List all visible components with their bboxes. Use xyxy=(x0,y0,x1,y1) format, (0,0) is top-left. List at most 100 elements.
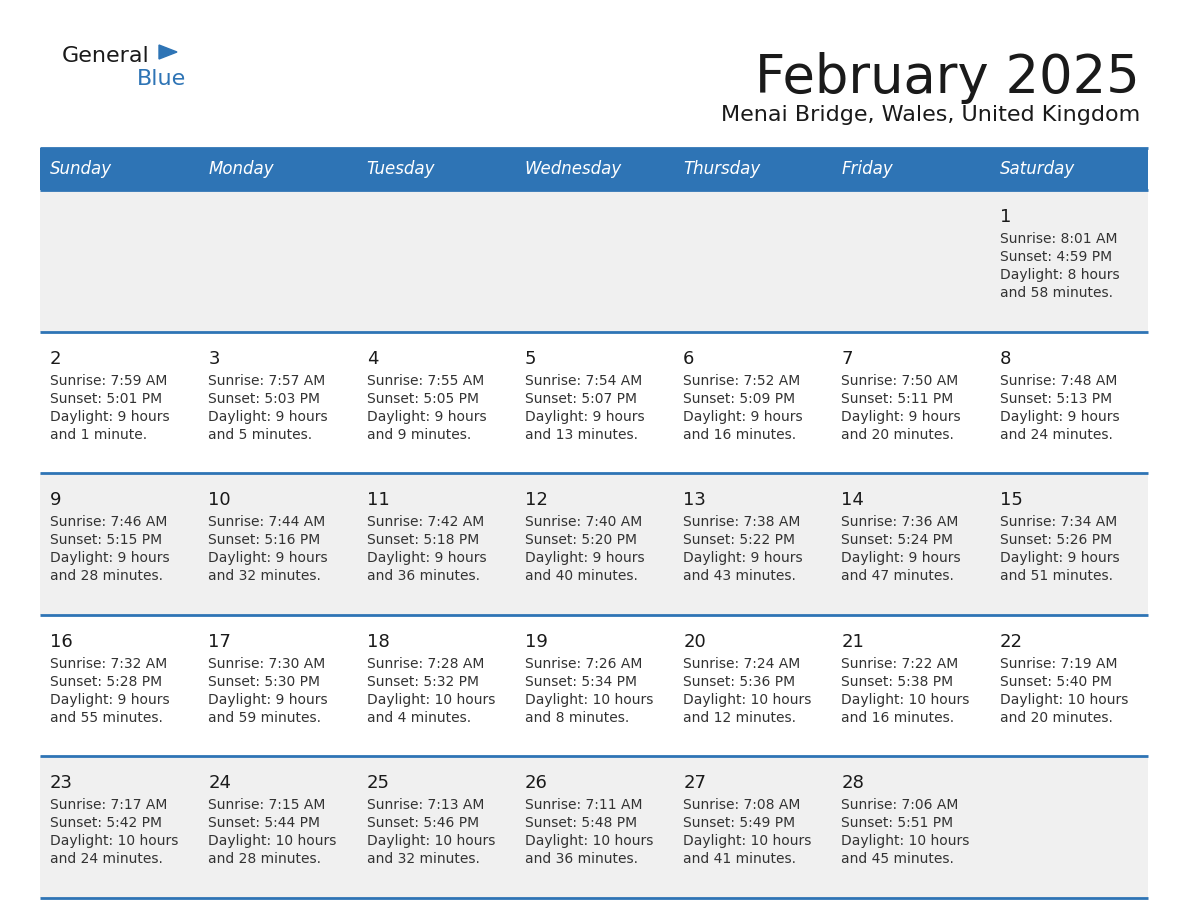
Bar xyxy=(514,756,674,898)
Text: Sunday: Sunday xyxy=(50,160,112,178)
Text: Sunset: 4:59 PM: Sunset: 4:59 PM xyxy=(1000,250,1112,264)
Text: Sunset: 5:46 PM: Sunset: 5:46 PM xyxy=(367,816,479,831)
Text: 18: 18 xyxy=(367,633,390,651)
Text: Daylight: 10 hours: Daylight: 10 hours xyxy=(525,834,653,848)
Text: Sunset: 5:44 PM: Sunset: 5:44 PM xyxy=(208,816,321,831)
Text: 25: 25 xyxy=(367,775,390,792)
Text: Daylight: 10 hours: Daylight: 10 hours xyxy=(683,834,811,848)
Bar xyxy=(198,615,356,756)
Text: Sunrise: 7:42 AM: Sunrise: 7:42 AM xyxy=(367,515,484,529)
Text: and 47 minutes.: and 47 minutes. xyxy=(841,569,954,583)
Text: Daylight: 9 hours: Daylight: 9 hours xyxy=(50,409,170,423)
Bar xyxy=(832,615,990,756)
Text: Daylight: 10 hours: Daylight: 10 hours xyxy=(367,834,495,848)
Bar xyxy=(40,190,198,331)
Text: 2: 2 xyxy=(50,350,62,367)
Text: and 8 minutes.: and 8 minutes. xyxy=(525,711,630,725)
Text: Sunrise: 7:52 AM: Sunrise: 7:52 AM xyxy=(683,374,801,387)
Text: Menai Bridge, Wales, United Kingdom: Menai Bridge, Wales, United Kingdom xyxy=(721,105,1140,125)
Text: Saturday: Saturday xyxy=(1000,160,1075,178)
Text: and 20 minutes.: and 20 minutes. xyxy=(841,428,954,442)
Text: Sunset: 5:40 PM: Sunset: 5:40 PM xyxy=(1000,675,1112,688)
Text: Daylight: 9 hours: Daylight: 9 hours xyxy=(367,409,486,423)
Text: Sunset: 5:15 PM: Sunset: 5:15 PM xyxy=(50,533,162,547)
Bar xyxy=(40,615,198,756)
Text: Sunrise: 7:13 AM: Sunrise: 7:13 AM xyxy=(367,799,484,812)
Bar xyxy=(674,331,832,473)
Text: Sunrise: 7:28 AM: Sunrise: 7:28 AM xyxy=(367,656,484,671)
Text: and 1 minute.: and 1 minute. xyxy=(50,428,147,442)
Bar xyxy=(990,473,1148,615)
Text: and 13 minutes.: and 13 minutes. xyxy=(525,428,638,442)
Bar xyxy=(990,148,1148,190)
Text: Daylight: 10 hours: Daylight: 10 hours xyxy=(841,834,969,848)
Text: Daylight: 9 hours: Daylight: 9 hours xyxy=(208,693,328,707)
Text: Daylight: 10 hours: Daylight: 10 hours xyxy=(50,834,178,848)
Bar xyxy=(832,473,990,615)
Bar xyxy=(40,331,198,473)
Text: and 36 minutes.: and 36 minutes. xyxy=(525,853,638,867)
Bar xyxy=(514,615,674,756)
Text: and 58 minutes.: and 58 minutes. xyxy=(1000,286,1113,300)
Text: Daylight: 9 hours: Daylight: 9 hours xyxy=(50,551,170,565)
Text: Sunrise: 7:30 AM: Sunrise: 7:30 AM xyxy=(208,656,326,671)
Text: Daylight: 9 hours: Daylight: 9 hours xyxy=(841,551,961,565)
Text: 14: 14 xyxy=(841,491,865,509)
Text: and 24 minutes.: and 24 minutes. xyxy=(1000,428,1113,442)
Text: 21: 21 xyxy=(841,633,865,651)
Text: Thursday: Thursday xyxy=(683,160,760,178)
Bar xyxy=(832,756,990,898)
Text: Sunrise: 7:59 AM: Sunrise: 7:59 AM xyxy=(50,374,168,387)
Text: Sunrise: 7:08 AM: Sunrise: 7:08 AM xyxy=(683,799,801,812)
Text: 3: 3 xyxy=(208,350,220,367)
Text: and 28 minutes.: and 28 minutes. xyxy=(50,569,163,583)
Text: 4: 4 xyxy=(367,350,378,367)
Bar xyxy=(990,756,1148,898)
Text: Sunset: 5:28 PM: Sunset: 5:28 PM xyxy=(50,675,162,688)
Bar xyxy=(832,148,990,190)
Bar xyxy=(674,615,832,756)
Text: 12: 12 xyxy=(525,491,548,509)
Text: Sunset: 5:32 PM: Sunset: 5:32 PM xyxy=(367,675,479,688)
Text: Sunset: 5:49 PM: Sunset: 5:49 PM xyxy=(683,816,795,831)
Text: Sunrise: 7:48 AM: Sunrise: 7:48 AM xyxy=(1000,374,1117,387)
Polygon shape xyxy=(159,45,177,59)
Bar xyxy=(514,190,674,331)
Text: Sunset: 5:48 PM: Sunset: 5:48 PM xyxy=(525,816,637,831)
Text: and 36 minutes.: and 36 minutes. xyxy=(367,569,480,583)
Text: Sunset: 5:16 PM: Sunset: 5:16 PM xyxy=(208,533,321,547)
Bar xyxy=(832,331,990,473)
Text: Sunset: 5:22 PM: Sunset: 5:22 PM xyxy=(683,533,795,547)
Text: Sunrise: 8:01 AM: Sunrise: 8:01 AM xyxy=(1000,232,1117,246)
Text: Sunrise: 7:17 AM: Sunrise: 7:17 AM xyxy=(50,799,168,812)
Text: Sunrise: 7:44 AM: Sunrise: 7:44 AM xyxy=(208,515,326,529)
Bar xyxy=(514,331,674,473)
Text: Sunset: 5:20 PM: Sunset: 5:20 PM xyxy=(525,533,637,547)
Text: Daylight: 9 hours: Daylight: 9 hours xyxy=(208,551,328,565)
Text: Sunrise: 7:38 AM: Sunrise: 7:38 AM xyxy=(683,515,801,529)
Text: Blue: Blue xyxy=(137,69,187,89)
Text: Sunset: 5:03 PM: Sunset: 5:03 PM xyxy=(208,392,321,406)
Text: Daylight: 9 hours: Daylight: 9 hours xyxy=(683,409,803,423)
Text: and 16 minutes.: and 16 minutes. xyxy=(683,428,796,442)
Text: Sunrise: 7:22 AM: Sunrise: 7:22 AM xyxy=(841,656,959,671)
Bar xyxy=(40,473,198,615)
Text: and 20 minutes.: and 20 minutes. xyxy=(1000,711,1113,725)
Text: Daylight: 10 hours: Daylight: 10 hours xyxy=(208,834,336,848)
Text: Sunrise: 7:57 AM: Sunrise: 7:57 AM xyxy=(208,374,326,387)
Text: Sunrise: 7:06 AM: Sunrise: 7:06 AM xyxy=(841,799,959,812)
Bar xyxy=(990,331,1148,473)
Text: 23: 23 xyxy=(50,775,72,792)
Bar xyxy=(356,615,514,756)
Text: and 59 minutes.: and 59 minutes. xyxy=(208,711,321,725)
Text: Sunrise: 7:36 AM: Sunrise: 7:36 AM xyxy=(841,515,959,529)
Bar xyxy=(674,148,832,190)
Text: Daylight: 9 hours: Daylight: 9 hours xyxy=(683,551,803,565)
Text: Sunset: 5:09 PM: Sunset: 5:09 PM xyxy=(683,392,795,406)
Text: Daylight: 9 hours: Daylight: 9 hours xyxy=(50,693,170,707)
Text: Sunset: 5:24 PM: Sunset: 5:24 PM xyxy=(841,533,954,547)
Text: 27: 27 xyxy=(683,775,706,792)
Text: Sunset: 5:38 PM: Sunset: 5:38 PM xyxy=(841,675,954,688)
Text: and 55 minutes.: and 55 minutes. xyxy=(50,711,163,725)
Text: 8: 8 xyxy=(1000,350,1011,367)
